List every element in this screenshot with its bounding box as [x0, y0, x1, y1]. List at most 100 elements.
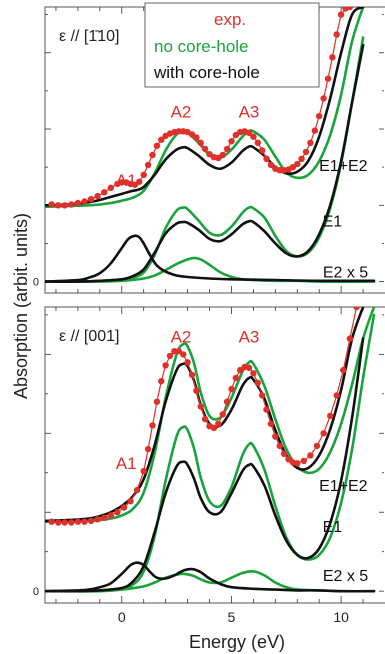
- exp-point: [197, 139, 204, 146]
- peak-label-a3: A3: [239, 103, 260, 122]
- exp-point: [250, 133, 257, 140]
- y-zero-label: 0: [33, 277, 39, 289]
- exp-point: [171, 348, 178, 355]
- exp-point: [346, 7, 354, 11]
- exp-point: [94, 192, 101, 200]
- exp-point: [280, 450, 288, 457]
- exp-point: [74, 518, 82, 525]
- exp-point: [61, 202, 68, 209]
- exp-point: [162, 362, 169, 369]
- exp-point: [300, 457, 307, 465]
- exp-point: [87, 517, 95, 525]
- exp-point: [118, 179, 126, 186]
- series-with-core-hole-e1-e2: [45, 7, 365, 207]
- panel-frame: [44, 306, 385, 604]
- exp-point: [68, 519, 75, 526]
- exp-point: [320, 430, 327, 437]
- exp-point: [68, 201, 75, 208]
- exp-point: [272, 433, 279, 440]
- exp-point: [175, 348, 182, 355]
- exp-point: [166, 352, 174, 360]
- polarization-label: ε // [1̄10]: [59, 28, 120, 45]
- exp-point: [61, 519, 68, 526]
- exp-point: [158, 136, 165, 143]
- exp-point: [267, 420, 275, 427]
- exp-point: [81, 198, 88, 205]
- y-zero-label: 0: [33, 586, 39, 598]
- exp-point: [254, 139, 261, 146]
- exp-point: [324, 75, 332, 82]
- exp-point: [55, 519, 62, 526]
- exp-point: [144, 161, 152, 169]
- exp-point: [285, 456, 292, 463]
- exp-point: [263, 406, 270, 413]
- exp-point: [245, 129, 253, 136]
- exp-point: [320, 95, 327, 102]
- exp-point: [353, 307, 360, 311]
- polarization-label: ε // [001]: [59, 328, 120, 345]
- exp-point: [127, 498, 134, 505]
- series-label-e1: E1: [323, 214, 343, 231]
- exp-point: [346, 335, 354, 342]
- legend-label-exp: exp.: [214, 10, 246, 29]
- exp-point: [250, 370, 257, 377]
- x-axis-label: Energy (eV): [189, 632, 285, 652]
- exp-point: [101, 189, 108, 196]
- peak-label-a2: A2: [171, 103, 192, 122]
- series-label-e1-e2: E1+E2: [319, 478, 368, 495]
- exp-point: [219, 411, 226, 418]
- series-label-e1-e2: E1+E2: [319, 158, 368, 175]
- exp-point: [158, 378, 165, 385]
- exp-point: [307, 139, 314, 146]
- exp-point: [263, 155, 270, 162]
- exp-point: [107, 184, 115, 191]
- x-tick-label: 10: [333, 609, 349, 625]
- exp-point: [55, 202, 62, 209]
- exp-point: [193, 387, 200, 394]
- series-label-e2-x-5: E2 x 5: [323, 265, 368, 282]
- exp-point: [276, 167, 283, 174]
- exp-point: [245, 364, 253, 371]
- exp-point: [201, 415, 209, 423]
- exp-point: [254, 379, 261, 386]
- series-with-core-hole-e2-x-5: [45, 234, 376, 283]
- exp-point: [120, 504, 128, 511]
- exp-point: [87, 196, 95, 203]
- exp-point: [294, 160, 301, 168]
- panels-layer: 0 ε // [1̄10] A1 A2 A3 E1+E2 E1 E2 x 5 0 ε // [00…: [33, 6, 385, 625]
- exp-point: [302, 148, 310, 156]
- exp-point: [140, 468, 147, 475]
- x-tick-label: 0: [118, 609, 126, 625]
- y-axis-label: Absorption (arbit. units): [11, 213, 31, 399]
- exp-point: [193, 134, 200, 141]
- exp-point: [223, 145, 231, 153]
- exp-point: [201, 145, 209, 153]
- exp-point: [149, 422, 156, 429]
- exp-point: [228, 138, 235, 145]
- series-with-core-hole-e2-x-5: [45, 561, 376, 593]
- series-label-e2-x-5: E2 x 5: [323, 568, 368, 585]
- exp-point: [175, 128, 182, 135]
- exp-point: [232, 374, 239, 382]
- exp-point: [94, 516, 101, 523]
- curves: [45, 307, 376, 593]
- exp-point: [327, 412, 334, 420]
- exp-point: [144, 445, 152, 453]
- peak-label-a1: A1: [116, 171, 137, 190]
- exp-point: [276, 442, 283, 450]
- exp-point: [259, 392, 266, 399]
- exp-point: [107, 512, 115, 519]
- exp-point: [197, 403, 204, 410]
- exp-point: [48, 518, 55, 525]
- series-no-core-hole-e2-x-5: [45, 570, 376, 593]
- exp-point: [223, 398, 231, 405]
- exp-point: [313, 442, 321, 450]
- exp-point: [294, 460, 301, 467]
- exp-point: [153, 142, 161, 149]
- series-with-core-hole-e1: [45, 337, 365, 593]
- exp-point: [333, 392, 340, 399]
- exp-point: [259, 147, 266, 154]
- exp-point: [340, 366, 347, 374]
- exp-point: [114, 509, 121, 516]
